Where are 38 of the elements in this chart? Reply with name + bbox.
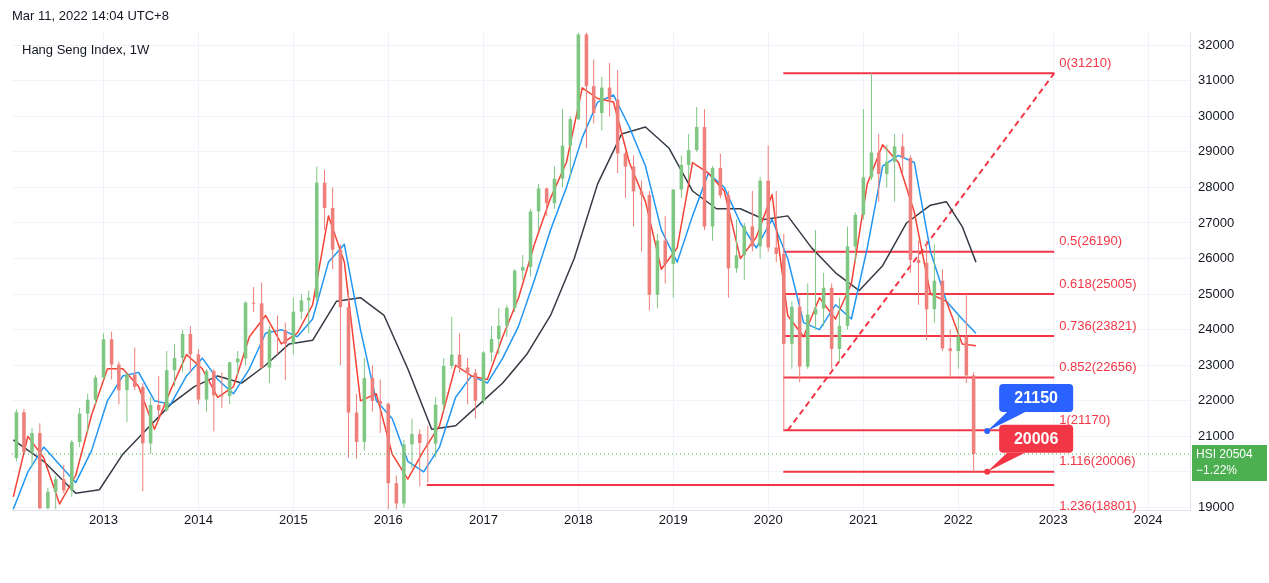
x-tick-label: 2024 (1133, 512, 1163, 528)
x-tick-label: 2014 (183, 512, 213, 528)
y-tick-label: 30000 (1198, 107, 1235, 123)
series-label: 0.736(23821) (1059, 317, 1137, 333)
y-tick-label: 25000 (1198, 285, 1235, 301)
x-tick-label: 2015 (278, 512, 308, 528)
x-tick-label: 2013 (89, 512, 118, 528)
y-tick-label: 29000 (1198, 143, 1235, 159)
x-tick-label: 2017 (469, 512, 498, 528)
y-tick-label: 24000 (1198, 321, 1235, 337)
y-tick-label: 19000 (1198, 499, 1235, 515)
y-tick-label: 26000 (1198, 250, 1235, 266)
x-tick-label: 2023 (1038, 512, 1068, 528)
x-tick-label: 2019 (658, 512, 688, 528)
text: Hang Seng Index, 1W (22, 41, 150, 57)
x-tick-label: 2016 (373, 512, 403, 528)
y-tick-label: 22000 (1198, 392, 1235, 408)
y-tick-label: 32000 (1198, 36, 1235, 52)
x-tick-label: 2020 (753, 512, 783, 528)
series-label: 0.5(26190) (1059, 233, 1123, 249)
x-tick-label: 2018 (563, 512, 593, 528)
annotation: 1.236(18801) (1059, 497, 1137, 513)
series-label: 1.116(20006) (1059, 453, 1136, 469)
series-label: 0.852(22656) (1059, 359, 1137, 375)
y-tick-label: 28000 (1198, 179, 1235, 194)
y-tick-label: 23000 (1198, 356, 1235, 372)
y-tick-label: 21000 (1198, 427, 1235, 443)
x-tick-label: 2021 (848, 512, 878, 528)
y-tick-label: 31000 (1198, 72, 1235, 88)
annotation: 20006 (1013, 430, 1059, 448)
series-label: 0(31210) (1059, 54, 1112, 70)
annotation: 21150 (1014, 389, 1059, 407)
ref-line-label: HSI 20504 −1.22% (1196, 447, 1254, 478)
series-label: 1(21170) (1059, 411, 1111, 427)
text: Mar 11, 2022 14:04 UTC+8 (12, 8, 169, 23)
series-label: 0.618(25005) (1059, 275, 1137, 291)
x-tick-label: 2022 (943, 512, 973, 528)
y-tick-label: 27000 (1198, 214, 1235, 230)
